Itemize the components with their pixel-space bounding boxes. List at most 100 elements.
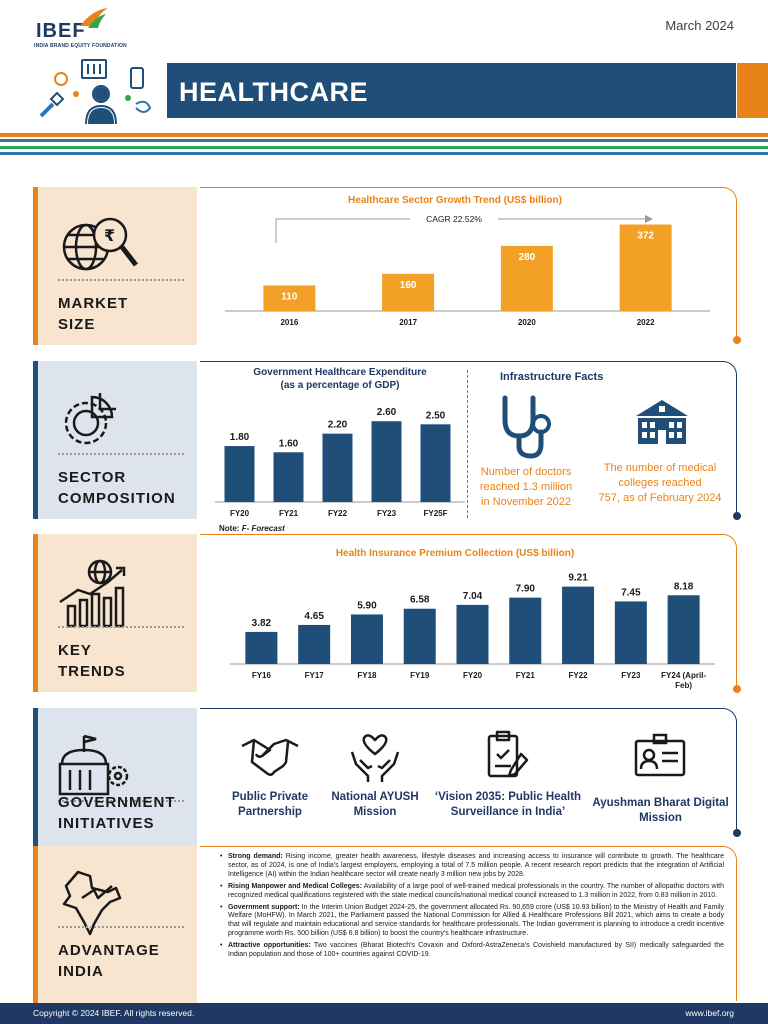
list-item: Government support: In the Interim Union… [220,904,724,940]
website-link[interactable]: www.ibef.org [685,1008,734,1018]
panel-dot [733,336,741,344]
gear-piechart-icon [64,393,116,445]
logo-subtitle: INDIA BRAND EQUITY FOUNDATION [34,43,127,49]
key-trends-chart-panel [200,534,737,689]
tick-label: FY19 [410,671,430,680]
divider [58,800,184,802]
handshake-icon [241,738,299,776]
cagr-label: CAGR 22.52% [426,214,482,224]
tick-label: FY21 [279,509,299,518]
data-label: 1.60 [279,438,299,449]
tick-label: FY16 [252,671,272,680]
section-label: GOVERNMENT INITIATIVES [58,794,176,832]
tick-label: FY23 [377,509,397,518]
healthcare-doctor-icon [39,59,152,125]
tick-label: FY22 [328,509,348,518]
panel-dot [733,685,741,693]
advantage-india-panel: ADVANTAGE INDIA [33,846,197,1004]
college-building-icon [636,400,688,444]
globe-magnifier-icon: ₹ [62,217,138,271]
divider [58,926,184,928]
bar [562,586,595,664]
copyright-text: Copyright © 2024 IBEF. All rights reserv… [33,1008,195,1018]
data-label: 4.65 [304,611,324,622]
chart2-title: Government Healthcare Expenditure (as a p… [253,367,427,391]
initiative-label: Public Private Partnership [231,791,309,818]
govt-expenditure-chart: 1.80 FY20 1.60 FY21 2.20 FY22 2.60 FY23 2.50 FY25… [215,407,465,518]
chart3-title: Health Insurance Premium Collection (US$… [335,548,575,559]
data-label: 1.80 [230,432,250,443]
data-label: 3.82 [252,618,272,629]
bar [420,424,451,502]
tick-label: FY23 [621,671,641,680]
stethoscope-icon [502,395,551,459]
bar [224,446,255,502]
tick-label: FY24 (April- [661,671,706,680]
section-label: ADVANTAGE INDIA [58,942,160,980]
bar [273,452,304,502]
trend-chart-globe-icon [59,559,126,628]
green-stripe [0,146,768,149]
data-label: 7.04 [463,591,483,602]
data-label: 280 [519,252,536,263]
bar [509,597,542,664]
data-label: 160 [400,280,417,291]
market-size-chart-panel [200,187,737,342]
bar [371,421,402,502]
chart1-title: Healthcare Sector Growth Trend (US$ bill… [348,195,562,206]
panel-divider [467,370,468,518]
bar [298,624,331,664]
data-label: 110 [281,291,298,302]
blue-stripe [0,139,768,142]
government-building-gear-icon [58,734,129,796]
tick-label: 2017 [399,318,417,327]
initiative-label: Ayushman Bharat Digital Mission [592,797,729,824]
id-card-icon [634,733,686,777]
tick-label: FY17 [305,671,325,680]
divider [58,279,184,281]
bar [245,631,278,664]
section-label: MARKET SIZE [58,295,129,333]
blue-stripe-2 [0,152,768,155]
divider [58,453,184,455]
data-label: 9.21 [568,573,588,584]
chart-note: Note: F- Forecast [219,524,285,533]
bar [619,224,672,311]
tick-label: 2022 [637,318,655,327]
tick-label: 2016 [280,318,298,327]
bar [263,285,316,311]
sector-composition-chart-panel [200,361,737,516]
list-item: Strong demand: Rising income, greater he… [220,853,724,880]
bar [382,273,435,311]
ibef-logo[interactable]: IBEF [36,20,86,42]
hands-heart-icon [350,734,400,782]
infrastructure-title: Infrastructure Facts [500,371,604,383]
panel-dot [733,512,741,520]
svg-text:₹: ₹ [104,226,115,245]
bar [500,245,553,311]
clipboard-check-icon [487,730,529,778]
advantages-list: Strong demand: Rising income, greater he… [220,853,724,963]
tick-label: FY21 [516,671,536,680]
advantage-india-content-panel [200,846,737,1001]
initiative-label: ‘Vision 2035: Public Health Surveillance … [434,791,582,818]
bar [350,614,383,664]
data-label: 8.18 [674,581,694,592]
sector-composition-panel: SECTOR COMPOSITION [33,361,197,519]
tick-label: FY25F [423,509,447,518]
data-label: 2.50 [426,410,446,421]
cagr-arrow-head [645,215,653,223]
panel-dot [733,829,741,837]
market-size-chart: 110 2016 160 2017 280 2020 372 2022 CAGR 22.52% [225,211,710,327]
cagr-box [410,211,498,227]
cagr-line [275,218,645,243]
footer: Copyright © 2024 IBEF. All rights reserv… [0,1003,768,1024]
section-label: SECTOR COMPOSITION [58,469,176,507]
bar [403,608,436,664]
data-label: 2.20 [328,420,348,431]
divider [58,626,184,628]
report-date: March 2024 [665,18,734,33]
tick-label: FY22 [568,671,588,680]
key-trends-panel: KEY TRENDS [33,534,197,692]
